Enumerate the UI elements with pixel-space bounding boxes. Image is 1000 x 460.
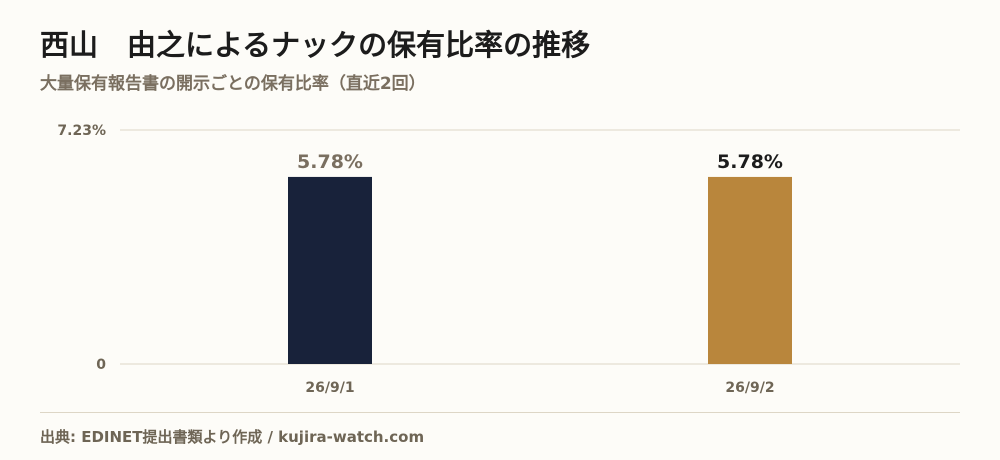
bar [288, 176, 372, 364]
x-tick-label: 26/9/2 [725, 380, 774, 396]
footer-divider [40, 412, 960, 413]
chart-subtitle: 大量保有報告書の開示ごとの保有比率（直近2回） [40, 74, 426, 94]
data-label: 5.78% [717, 151, 783, 173]
source-note: 出典: EDINET提出書類より作成 / kujira-watch.com [40, 428, 425, 446]
y-tick-label: 7.23% [57, 123, 106, 139]
bar [708, 176, 792, 364]
y-tick-label: 0 [96, 357, 106, 373]
x-tick-label: 26/9/1 [305, 380, 354, 396]
chart-title: 西山 由之によるナックの保有比率の推移 [40, 28, 591, 62]
data-label: 5.78% [297, 151, 363, 173]
